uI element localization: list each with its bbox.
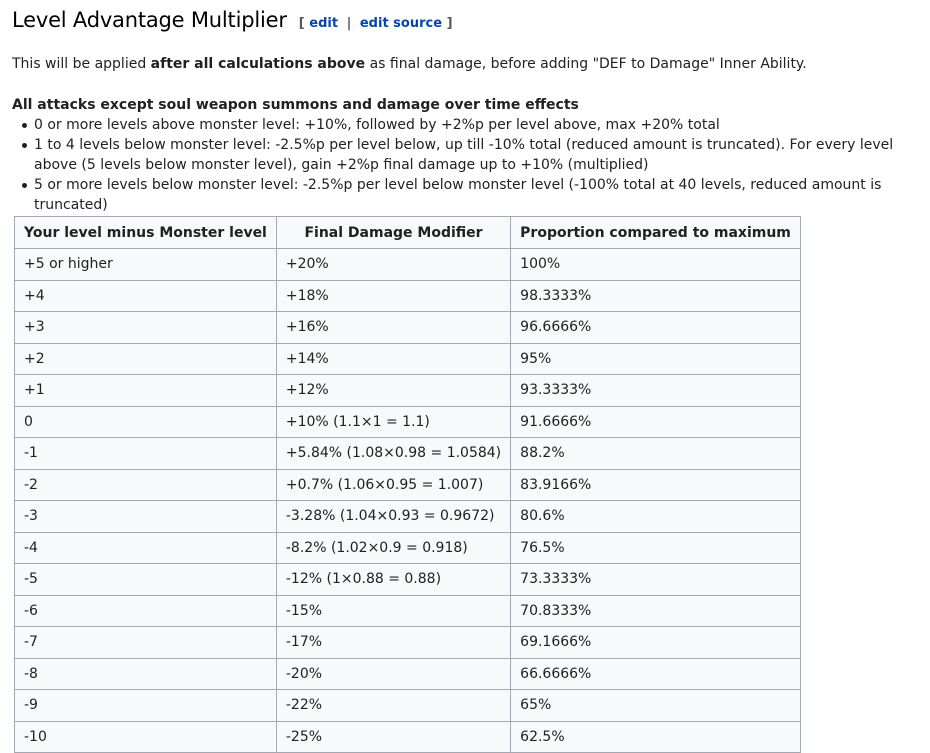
proportion-cell: 91.6666% <box>510 405 801 438</box>
edit-bracket-close: ] <box>446 16 453 31</box>
proportion-cell: 70.8333% <box>510 594 801 627</box>
modifier-cell: +14% <box>275 342 512 375</box>
level-diff-cell: -3 <box>14 500 277 533</box>
proportion-cell: 83.9166% <box>510 468 801 501</box>
edit-section-links: [ edit | edit source ] <box>299 16 453 31</box>
level-diff-cell: -8 <box>14 657 277 690</box>
header-proportion: Proportion compared to maximum <box>510 216 801 249</box>
proportion-cell: 80.6% <box>510 500 801 533</box>
proportion-cell: 69.1666% <box>510 626 801 659</box>
modifier-cell: +16% <box>275 311 512 344</box>
level-diff-cell: +1 <box>14 374 277 407</box>
level-diff-cell: -7 <box>14 626 277 659</box>
table-row: -2 +0.7% (1.06×0.95 = 1.007) 83.9166% <box>14 468 801 501</box>
level-diff-cell: +4 <box>14 279 277 312</box>
proportion-cell: 95% <box>510 342 801 375</box>
modifier-cell: +5.84% (1.08×0.98 = 1.0584) <box>275 437 512 470</box>
header-level-diff: Your level minus Monster level <box>14 216 277 249</box>
table-row: -3 -3.28% (1.04×0.93 = 0.9672) 80.6% <box>14 500 801 533</box>
modifier-cell: +10% (1.1×1 = 1.1) <box>275 405 512 438</box>
proportion-cell: 66.6666% <box>510 657 801 690</box>
modifier-cell: -25% <box>275 720 512 753</box>
edit-source-link[interactable]: edit source <box>359 16 443 31</box>
level-diff-cell: -4 <box>14 531 277 564</box>
level-diff-cell: -2 <box>14 468 277 501</box>
modifier-cell: -3.28% (1.04×0.93 = 0.9672) <box>275 500 512 533</box>
section-heading: Level Advantage Multiplier [ edit | edit… <box>12 0 918 38</box>
rule-item: 1 to 4 levels below monster level: -2.5%… <box>22 135 918 175</box>
rule-item: 0 or more levels above monster level: +1… <box>22 115 918 135</box>
table-header-row: Your level minus Monster level Final Dam… <box>14 216 801 249</box>
table-row: -4 -8.2% (1.02×0.9 = 0.918) 76.5% <box>14 531 801 564</box>
level-diff-cell: 0 <box>14 405 277 438</box>
modifier-cell: +18% <box>275 279 512 312</box>
level-diff-cell: -5 <box>14 563 277 596</box>
table-row: -8 -20% 66.6666% <box>14 657 801 690</box>
table-row: -9 -22% 65% <box>14 689 801 722</box>
header-final-damage: Final Damage Modifier <box>275 216 512 249</box>
modifier-cell: -22% <box>275 689 512 722</box>
damage-modifier-table: Your level minus Monster level Final Dam… <box>14 216 801 753</box>
table-row: -1 +5.84% (1.08×0.98 = 1.0584) 88.2% <box>14 437 801 470</box>
table-row: +3 +16% 96.6666% <box>14 311 801 344</box>
table-row: +1 +12% 93.3333% <box>14 374 801 407</box>
table-row: -10 -25% 62.5% <box>14 720 801 753</box>
proportion-cell: 96.6666% <box>510 311 801 344</box>
table-row: -7 -17% 69.1666% <box>14 626 801 659</box>
table-row: +5 or higher +20% 100% <box>14 248 801 281</box>
modifier-cell: +0.7% (1.06×0.95 = 1.007) <box>275 468 512 501</box>
modifier-cell: +12% <box>275 374 512 407</box>
rule-item: 5 or more levels below monster level: -2… <box>22 175 918 215</box>
level-diff-cell: +3 <box>14 311 277 344</box>
intro-bold-text: after all calculations above <box>150 56 366 72</box>
table-row: -6 -15% 70.8333% <box>14 594 801 627</box>
modifier-cell: -15% <box>275 594 512 627</box>
modifier-cell: -20% <box>275 657 512 690</box>
level-diff-cell: +5 or higher <box>14 248 277 281</box>
level-diff-cell: +2 <box>14 342 277 375</box>
level-diff-cell: -9 <box>14 689 277 722</box>
edit-link[interactable]: edit <box>309 16 339 31</box>
rules-list: 0 or more levels above monster level: +1… <box>12 115 918 215</box>
modifier-cell: +20% <box>275 248 512 281</box>
intro-paragraph: This will be applied after all calculati… <box>12 38 918 74</box>
edit-bracket-open: [ <box>298 16 305 31</box>
level-diff-cell: -1 <box>14 437 277 470</box>
level-diff-cell: -10 <box>14 720 277 753</box>
proportion-cell: 100% <box>510 248 801 281</box>
proportion-cell: 93.3333% <box>510 374 801 407</box>
proportion-cell: 65% <box>510 689 801 722</box>
table-row: 0 +10% (1.1×1 = 1.1) 91.6666% <box>14 405 801 438</box>
attacks-subheading: All attacks except soul weapon summons a… <box>12 97 579 113</box>
table-row: +2 +14% 95% <box>14 342 801 375</box>
table-row: +4 +18% 98.3333% <box>14 279 801 312</box>
modifier-cell: -12% (1×0.88 = 0.88) <box>275 563 512 596</box>
level-diff-cell: -6 <box>14 594 277 627</box>
modifier-cell: -8.2% (1.02×0.9 = 0.918) <box>275 531 512 564</box>
table-body: +5 or higher +20% 100% +4 +18% 98.3333% +3 +1… <box>14 248 801 753</box>
section-title: Level Advantage Multiplier <box>12 8 287 32</box>
edit-separator: | <box>346 16 352 31</box>
proportion-cell: 88.2% <box>510 437 801 470</box>
proportion-cell: 62.5% <box>510 720 801 753</box>
intro-text-before: This will be applied <box>12 56 151 72</box>
proportion-cell: 76.5% <box>510 531 801 564</box>
proportion-cell: 73.3333% <box>510 563 801 596</box>
intro-text-after: as final damage, before adding "DEF to D… <box>365 56 807 72</box>
proportion-cell: 98.3333% <box>510 279 801 312</box>
table-row: -5 -12% (1×0.88 = 0.88) 73.3333% <box>14 563 801 596</box>
modifier-cell: -17% <box>275 626 512 659</box>
